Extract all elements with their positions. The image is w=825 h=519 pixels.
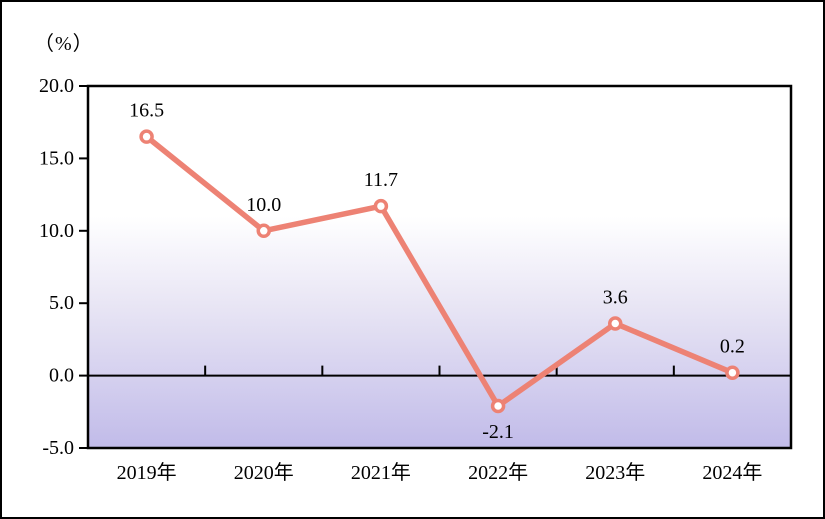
plot-area-border <box>86 84 793 450</box>
data-point-label: -2.1 <box>482 421 514 443</box>
y-tick-label: 15.0 <box>39 147 74 169</box>
plot-area-background <box>88 86 791 448</box>
x-tick-label: 2021年 <box>351 461 411 484</box>
data-point-label: 16.5 <box>129 100 164 122</box>
data-point-marker <box>256 223 271 239</box>
data-point-label: 0.2 <box>720 336 745 358</box>
x-tick-label: 2020年 <box>234 461 294 484</box>
data-point-marker <box>490 398 506 414</box>
data-point-marker <box>373 198 389 214</box>
y-tick-label: 20.0 <box>39 75 74 97</box>
y-tick-label: 0.0 <box>49 365 74 387</box>
y-tick-label: 10.0 <box>39 220 74 242</box>
x-tick-label: 2019年 <box>117 461 177 484</box>
data-point-label: 11.7 <box>364 169 398 191</box>
data-point-label: 10.0 <box>246 194 281 216</box>
x-tick-label: 2024年 <box>702 461 762 484</box>
y-axis-unit-label: （%） <box>34 33 94 55</box>
x-tick-label: 2022年 <box>468 461 528 484</box>
y-tick-label: 5.0 <box>49 292 74 314</box>
x-tick-label: 2023年 <box>585 461 645 484</box>
y-tick-label: -5.0 <box>42 437 74 459</box>
data-point-marker <box>608 316 623 331</box>
data-point-label: 3.6 <box>603 286 628 308</box>
data-point-marker <box>139 129 154 144</box>
data-point-marker <box>725 365 740 380</box>
data-series-line <box>143 133 736 409</box>
